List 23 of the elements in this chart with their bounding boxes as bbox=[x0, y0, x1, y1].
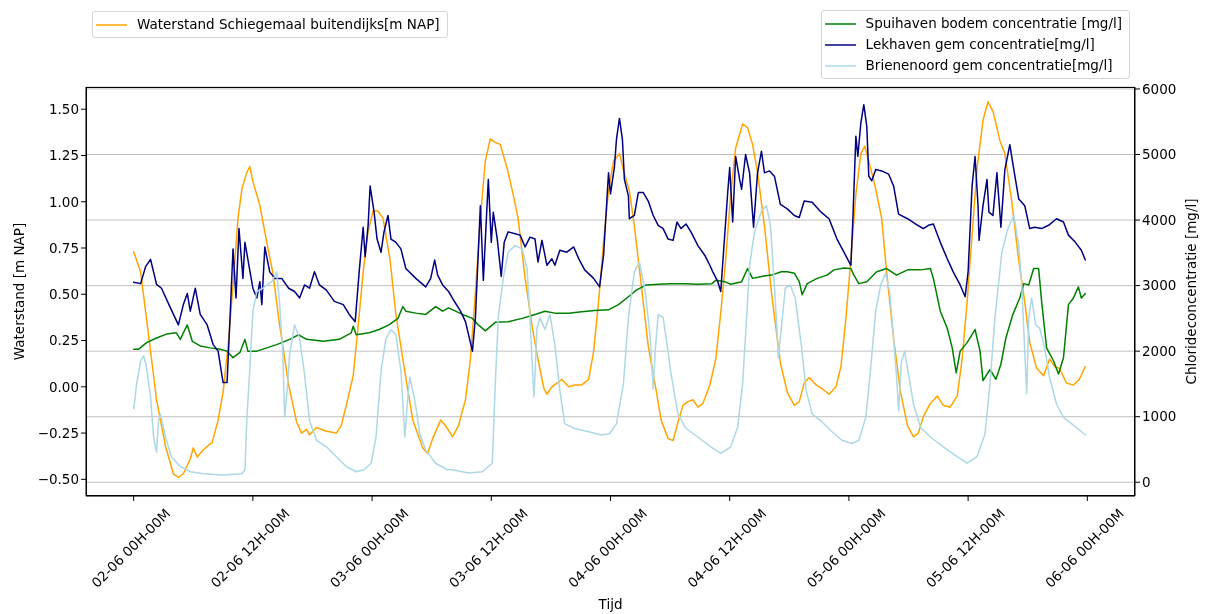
y-tick-label: 1.00 bbox=[48, 193, 79, 210]
y-tick-label: 1.50 bbox=[48, 101, 79, 117]
y2-tick-label: 4000 bbox=[1142, 211, 1177, 228]
y2-tick-label: 1000 bbox=[1142, 408, 1177, 425]
y-tick-label: 0.25 bbox=[48, 332, 79, 349]
legend-label: Lekhaven gem concentratie[mg/l] bbox=[865, 35, 1095, 54]
y2-tick-label: 0 bbox=[1142, 474, 1151, 491]
y2-tick-label: 3000 bbox=[1142, 277, 1177, 294]
y-tick-label: 0.75 bbox=[48, 239, 79, 256]
y-tick-label: 1.25 bbox=[48, 147, 79, 164]
y2-tick-label: 2000 bbox=[1142, 342, 1177, 359]
y-tick-label: −0.50 bbox=[37, 471, 79, 488]
y-tick-label: −0.25 bbox=[37, 424, 79, 441]
y-axis-title: Waterstand [m NAP] bbox=[11, 222, 27, 361]
y-tick-label: 0.00 bbox=[48, 378, 79, 395]
y-tick-label: 0.50 bbox=[48, 286, 79, 303]
y2-tick-label: 6000 bbox=[1142, 80, 1177, 97]
y2-axis-title: Chlorideconcentratie [mg/l] bbox=[1183, 198, 1199, 385]
legend-label: Brienenoord gem concentratie[mg/l] bbox=[865, 56, 1113, 75]
legend-label: Waterstand Schiegemaal buitendijks[m NAP] bbox=[137, 15, 440, 34]
y2-tick-label: 5000 bbox=[1142, 146, 1177, 163]
legend-label: Spuihaven bodem concentratie [mg/l] bbox=[865, 14, 1122, 33]
x-axis-title: Tijd bbox=[597, 596, 623, 612]
